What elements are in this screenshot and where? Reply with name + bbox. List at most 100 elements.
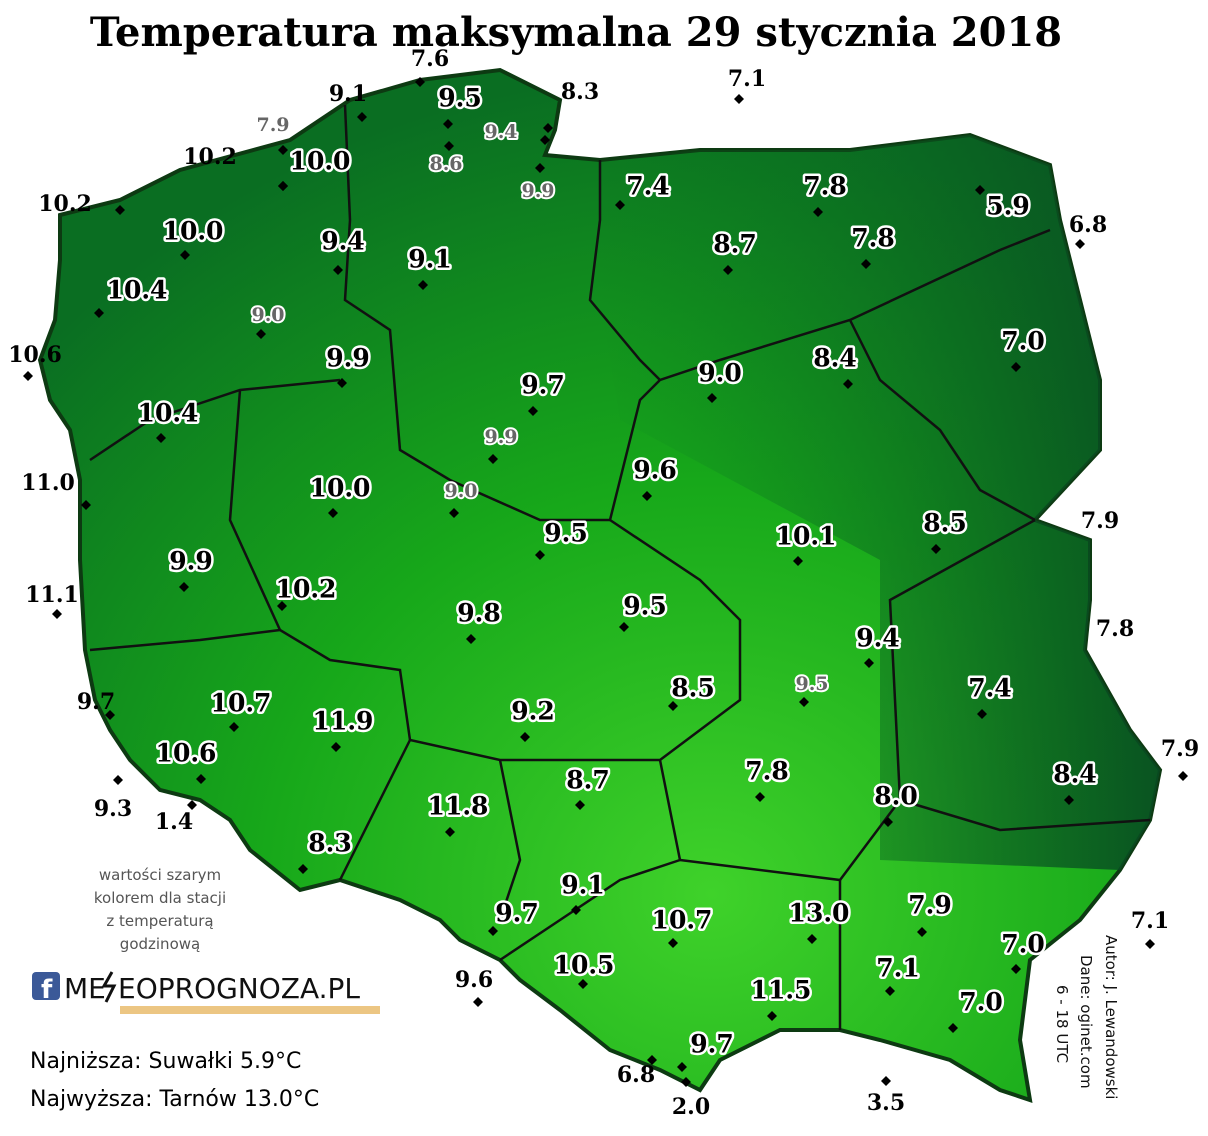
region-borders xyxy=(89,104,1151,1030)
station-value: 10.2 xyxy=(183,144,237,170)
station-marker xyxy=(278,181,288,191)
station-marker xyxy=(543,123,553,133)
station-marker xyxy=(931,544,941,554)
station-value: 7.1 xyxy=(876,954,920,983)
station-value: 9.4 xyxy=(484,121,517,143)
station-value: 6.8 xyxy=(617,1062,655,1088)
station-value: 7.8 xyxy=(1096,616,1134,642)
station-value: 11.1 xyxy=(25,582,79,608)
station-marker xyxy=(793,556,803,566)
station-value: 9.1 xyxy=(561,871,605,900)
station-marker xyxy=(707,393,717,403)
station-value: 13.0 xyxy=(789,899,850,928)
credit: Autor: J. Lewandowski xyxy=(1102,935,1120,1099)
station-value: 7.6 xyxy=(411,46,449,72)
station-marker xyxy=(843,379,853,389)
station-value: 8.4 xyxy=(1053,760,1097,789)
station-marker xyxy=(677,1062,687,1072)
station-marker xyxy=(277,601,287,611)
fb-f: f xyxy=(41,975,53,1005)
station-value: 7.1 xyxy=(1131,908,1169,934)
station-value: 9.5 xyxy=(544,519,588,548)
station-value: 9.6 xyxy=(455,967,493,993)
station-value: 7.8 xyxy=(745,757,789,786)
station-value: 7.9 xyxy=(256,114,289,136)
station-marker xyxy=(767,1011,777,1021)
station-value: 11.5 xyxy=(751,976,812,1005)
station-marker xyxy=(520,732,530,742)
station-value: 11.8 xyxy=(428,792,489,821)
station-value: 2.0 xyxy=(672,1094,710,1120)
station-value: 9.0 xyxy=(698,359,742,388)
station-marker xyxy=(94,308,104,318)
station-marker xyxy=(723,265,733,275)
station-marker xyxy=(1064,795,1074,805)
station-value: 9.1 xyxy=(329,81,367,107)
station-value: 9.0 xyxy=(444,480,477,502)
station-marker xyxy=(256,329,266,339)
station-marker xyxy=(418,280,428,290)
map-title: Temperatura maksymalna 29 stycznia 2018 xyxy=(90,9,1062,56)
station-value: 8.3 xyxy=(308,829,352,858)
station-marker xyxy=(1011,964,1021,974)
station-marker xyxy=(528,406,538,416)
station-value: 10.2 xyxy=(276,575,337,604)
station-value: 9.7 xyxy=(521,371,565,400)
station-marker xyxy=(81,500,91,510)
station-marker xyxy=(885,986,895,996)
station-marker xyxy=(861,259,871,269)
station-marker xyxy=(1075,239,1085,249)
station-value: 8.5 xyxy=(671,674,715,703)
station-marker xyxy=(328,508,338,518)
station-value: 7.8 xyxy=(851,224,895,253)
station-value: 9.7 xyxy=(77,689,115,715)
station-value: 10.5 xyxy=(554,951,615,980)
logo-right: EOPROGNOZA.PL xyxy=(118,972,360,1005)
station-value: 9.6 xyxy=(633,456,677,485)
station-labels: 9.5 10.0 7.4 7.8 5.9 10.0 9.4 8.7 7.8 9.1 10.4 7.0 9… xyxy=(8,46,1199,1120)
station-value: 9.5 xyxy=(438,84,482,113)
station-marker xyxy=(948,1023,958,1033)
logo-stripe xyxy=(120,1006,380,1014)
station-value: 7.9 xyxy=(1081,508,1119,534)
station-value: 7.1 xyxy=(728,66,766,92)
station-marker xyxy=(668,938,678,948)
summary-line: Najwyższa: Tarnów 13.0°C xyxy=(30,1087,319,1112)
station-value: 7.8 xyxy=(803,172,847,201)
station-value: 10.4 xyxy=(107,276,168,305)
station-value: 10.6 xyxy=(8,342,62,368)
station-value: 8.3 xyxy=(561,79,599,105)
station-marker xyxy=(298,864,308,874)
station-marker xyxy=(445,827,455,837)
station-marker xyxy=(571,905,581,915)
logo: f ME EOPROGNOZA.PL xyxy=(32,971,380,1014)
station-value: 9.9 xyxy=(326,344,370,373)
station-marker xyxy=(466,634,476,644)
station-marker xyxy=(1145,939,1155,949)
station-marker xyxy=(813,207,823,217)
station-marker xyxy=(668,701,678,711)
station-value: 10.2 xyxy=(38,191,92,217)
station-marker xyxy=(156,433,166,443)
station-value: 9.7 xyxy=(690,1030,734,1059)
note-line: godzinową xyxy=(120,935,200,953)
station-value: 7.9 xyxy=(1161,736,1199,762)
station-value: 1.4 xyxy=(155,809,193,835)
fb-icon xyxy=(32,972,60,1000)
station-marker xyxy=(443,119,453,129)
station-value: 3.5 xyxy=(867,1090,905,1116)
credit: Dane: oginet.com xyxy=(1077,955,1095,1089)
station-marker xyxy=(642,491,652,501)
station-value: 7.9 xyxy=(908,891,952,920)
station-marker xyxy=(807,934,817,944)
station-marker xyxy=(179,582,189,592)
station-marker xyxy=(681,1077,691,1087)
station-marker xyxy=(415,77,425,87)
station-marker xyxy=(615,200,625,210)
station-value: 8.0 xyxy=(874,782,918,811)
station-marker xyxy=(331,742,341,752)
station-value: 7.0 xyxy=(959,988,1003,1017)
station-marker xyxy=(535,163,545,173)
station-marker xyxy=(619,622,629,632)
